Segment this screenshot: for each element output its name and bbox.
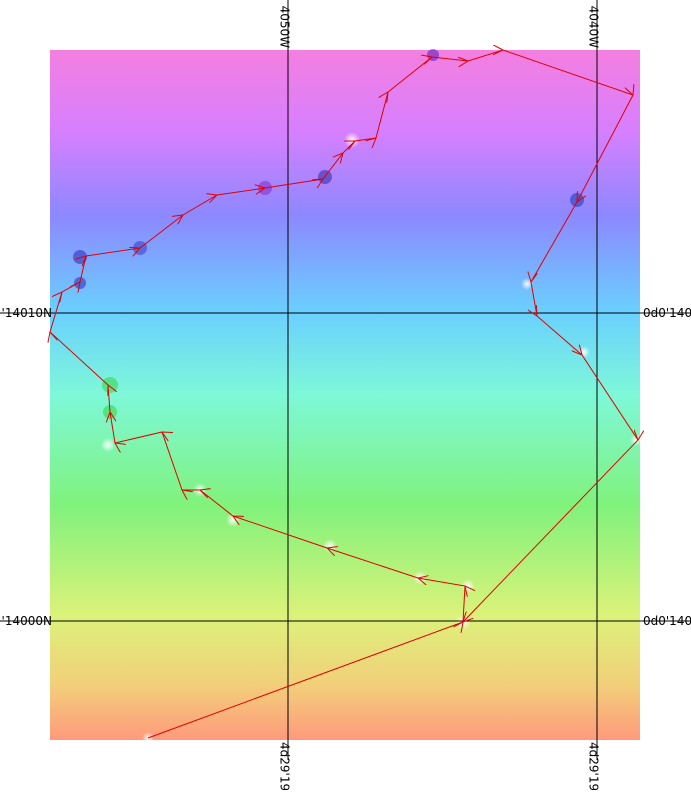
grid-label-right: 0d0'140 xyxy=(643,306,691,320)
map-background xyxy=(50,50,640,740)
grid-label-bottom: 4d29'19 xyxy=(587,742,601,790)
track xyxy=(50,50,638,739)
grid-label-bottom: 4d29'19 xyxy=(278,742,292,790)
grid-label-top: 4050W xyxy=(278,6,292,49)
grid-label-right: 0d0'140 xyxy=(643,614,691,628)
grid-label-top: 4040W xyxy=(587,6,601,49)
grid-label-left: '14010N xyxy=(2,306,52,320)
grid-label-left: '14000N xyxy=(2,614,52,628)
